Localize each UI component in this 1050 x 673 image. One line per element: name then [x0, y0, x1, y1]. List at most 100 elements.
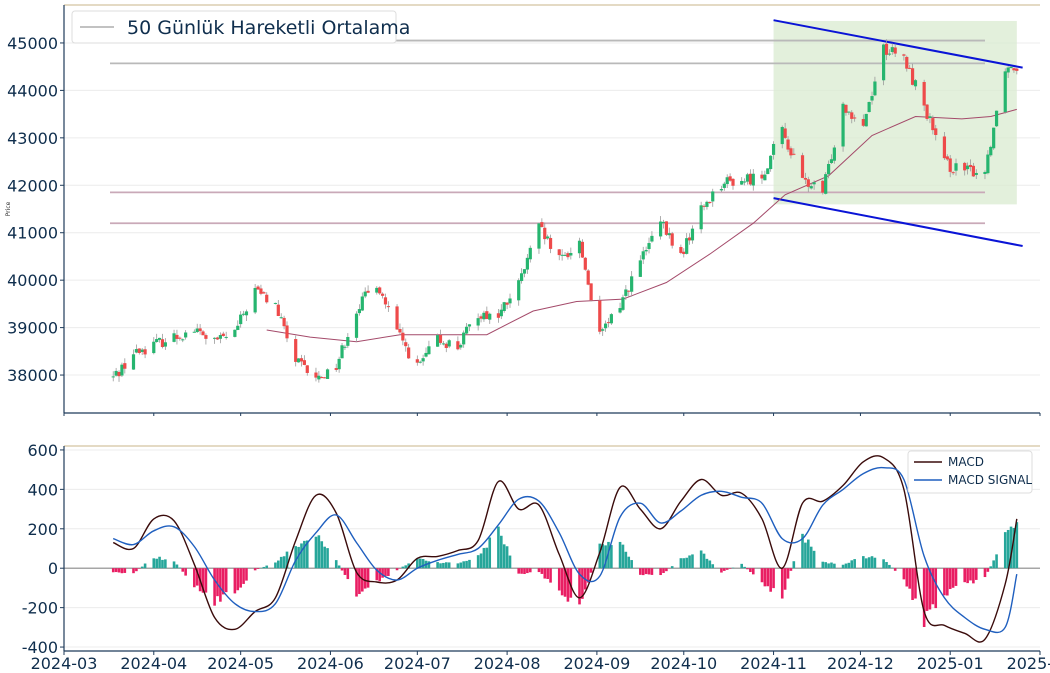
- macd-histogram-bar: [1009, 526, 1013, 569]
- candle-body: [378, 287, 382, 294]
- candle-body: [325, 369, 330, 379]
- macd-histogram-bar: [581, 568, 584, 599]
- price-axis-label: Price: [5, 201, 12, 216]
- candle-body: [482, 312, 486, 320]
- macd-histogram-bar: [219, 568, 222, 602]
- macd-histogram-bar: [381, 568, 384, 578]
- candle-body: [925, 104, 929, 119]
- candle-body: [464, 326, 469, 334]
- macd-histogram-bar: [500, 535, 503, 569]
- candle-body: [155, 339, 159, 342]
- macd-histogram-bar: [277, 560, 280, 569]
- macd-histogram-bar: [569, 568, 573, 598]
- macd-tick-label: -400: [22, 638, 58, 657]
- macd-histogram-bar: [366, 568, 370, 588]
- macd-histogram-bar: [253, 568, 257, 571]
- macd-histogram-bar: [120, 568, 124, 574]
- macd-histogram-bar: [618, 541, 622, 569]
- macd-histogram-bar: [436, 562, 439, 569]
- price-tick-label: 41000: [7, 224, 58, 243]
- candle-body: [273, 302, 278, 304]
- macd-histogram-bar: [439, 563, 442, 569]
- macd-histogram-bar: [624, 551, 628, 569]
- macd-histogram-bar: [462, 561, 465, 569]
- candle-body: [893, 47, 897, 54]
- candle-body: [679, 247, 683, 253]
- macd-histogram-bar: [468, 559, 471, 569]
- macd-histogram-bar: [740, 563, 743, 569]
- macd-histogram-bar: [882, 559, 885, 569]
- candle-body: [867, 101, 871, 113]
- macd-histogram-bar: [821, 561, 825, 569]
- candle-body: [375, 287, 379, 293]
- moving-average-line: [266, 108, 1017, 343]
- candle-body: [711, 191, 715, 202]
- macd-histogram-bar: [644, 568, 648, 575]
- candle-body: [687, 237, 692, 241]
- date-tick-label: 2024-08: [474, 654, 541, 673]
- macd-histogram-bar: [893, 568, 897, 571]
- candle-body: [638, 260, 642, 277]
- price-tick-label: 40000: [7, 271, 58, 290]
- macd-histogram-bar: [479, 553, 483, 569]
- macd-histogram-bar: [966, 568, 969, 584]
- candle-body: [861, 119, 865, 126]
- price-panel: 38000 39000 40000 41000 42000 43000 44000 45000…: [5, 4, 1041, 416]
- macd-histogram-bar: [691, 554, 694, 569]
- candle-body: [577, 240, 582, 254]
- candle-body: [841, 103, 845, 147]
- macd-histogram-bar: [807, 539, 810, 569]
- macd-histogram-bar: [361, 568, 364, 592]
- candle-body: [994, 110, 999, 127]
- candle-body: [456, 341, 460, 350]
- macd-histogram-bar: [320, 541, 324, 569]
- macd-histogram-bar: [444, 562, 448, 569]
- candle-body: [157, 337, 162, 340]
- candle-body: [928, 116, 932, 118]
- macd-histogram-bar: [355, 568, 358, 597]
- candle-body: [337, 358, 341, 370]
- candle-body: [670, 233, 674, 246]
- candle-body: [821, 180, 825, 193]
- price-tick-label: 38000: [7, 366, 58, 385]
- macd-histogram-bar: [925, 568, 929, 611]
- candle-body: [383, 297, 388, 305]
- candle-body: [557, 249, 561, 256]
- macd-histogram-bar: [427, 561, 431, 569]
- macd-histogram-bar: [314, 536, 318, 569]
- macd-histogram-bar: [723, 568, 726, 571]
- macd-histogram-bar: [285, 551, 289, 569]
- macd-histogram-bar: [140, 566, 144, 569]
- date-tick-label: 2024-07: [384, 654, 451, 673]
- candle-body: [175, 334, 179, 339]
- candle-body: [864, 113, 868, 127]
- macd-tick-label: 400: [27, 480, 58, 499]
- date-tick-label: 2024-12: [827, 654, 894, 673]
- macd-signal-line: [112, 466, 1018, 634]
- candle-body: [942, 136, 947, 159]
- candle-body: [163, 342, 167, 347]
- candle-body: [178, 337, 182, 339]
- macd-tick-label: 0: [48, 559, 58, 578]
- macd-histogram-bar: [537, 568, 541, 573]
- macd-histogram-bar: [384, 568, 387, 576]
- macd-histogram-bar: [682, 558, 686, 569]
- macd-histogram-bar: [543, 568, 547, 579]
- candle-body: [708, 201, 712, 203]
- macd-histogram-bar: [867, 557, 871, 569]
- macd-histogram-bar: [963, 568, 967, 583]
- candle-body: [1003, 71, 1007, 113]
- macd-histogram-bar: [769, 568, 772, 592]
- macd-histogram-bar: [245, 568, 248, 581]
- candle-body: [780, 127, 784, 145]
- candle-body: [317, 375, 321, 380]
- macd-histogram-bar: [847, 562, 851, 569]
- macd-histogram-bar: [659, 568, 662, 576]
- candle-body: [499, 309, 503, 317]
- macd-histogram-bar: [873, 557, 877, 569]
- candle-body: [181, 339, 185, 341]
- macd-histogram-bar: [358, 568, 361, 595]
- macd-histogram-bar: [948, 568, 952, 590]
- candle-body: [682, 251, 686, 255]
